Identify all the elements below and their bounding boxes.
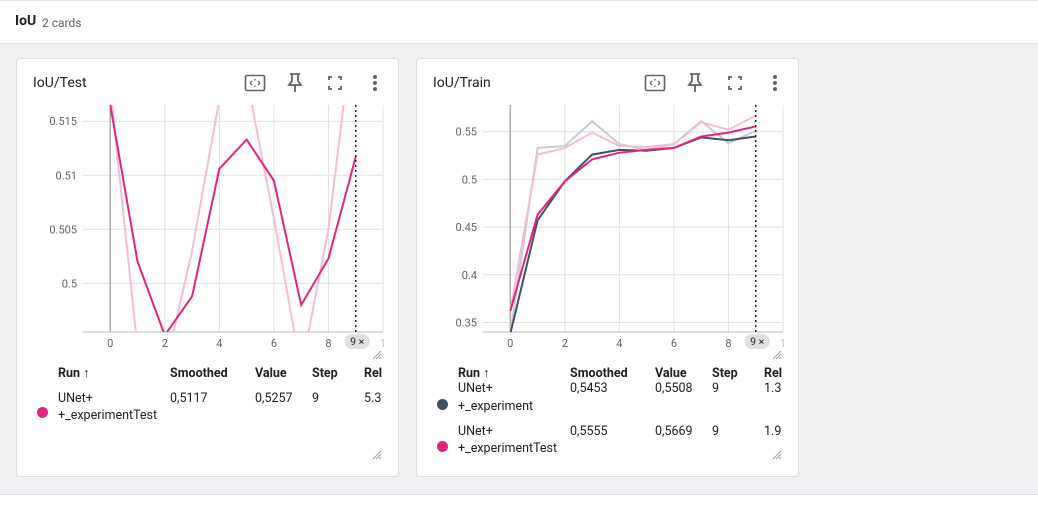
section-header[interactable]: IoU 2 cards (0, 0, 1038, 44)
fit-domain-button[interactable] (243, 71, 267, 95)
chart-card-iou-train: IoU/Train 0.35 0.4 0.45 0.5 0.55 0 2 4 6 8 1 9 × Ru… (416, 58, 799, 477)
x-tick-label: 8 (725, 337, 731, 350)
col-smoothed[interactable]: Smoothed (170, 366, 228, 381)
relative-time: 1.3 (764, 381, 782, 396)
col-smoothed[interactable]: Smoothed (570, 366, 628, 381)
run-name-line1: UNet+ (458, 424, 493, 439)
col-step[interactable]: Step (712, 366, 738, 381)
fullscreen-button[interactable] (723, 71, 747, 95)
step-badge (744, 334, 770, 349)
x-tick-label: 2 (562, 337, 568, 350)
card-title: IoU/Train (433, 75, 491, 91)
run-color-dot (37, 407, 48, 418)
col-value[interactable]: Value (255, 366, 287, 381)
y-tick-label: 0.4 (462, 269, 477, 282)
col-run[interactable]: Run ↑ (58, 366, 90, 381)
run-name-line2: +_experimentTest (458, 441, 558, 456)
more-options-button[interactable] (763, 71, 787, 95)
step-badge-label: 9 × (350, 335, 365, 348)
pin-button[interactable] (683, 71, 707, 95)
y-tick-label: 0.515 (49, 115, 77, 128)
run-color-dot (437, 399, 448, 410)
smoothed-value: 0,5453 (570, 381, 608, 396)
y-tick-label: 0.55 (456, 126, 477, 139)
smoothed-series-line (109, 105, 357, 332)
relative-time: 1.9 (764, 424, 782, 439)
raw-series-line (110, 105, 345, 332)
pin-icon (287, 73, 303, 92)
pin-icon (687, 73, 703, 92)
raw-value: 0,5257 (255, 391, 293, 406)
run-name-line1: UNet+ (458, 381, 493, 396)
x-tick-label: 0 (507, 337, 513, 350)
fullscreen-button[interactable] (323, 71, 347, 95)
x-tick-label: 2 (162, 337, 168, 350)
raw-value: 0,5669 (655, 424, 693, 439)
y-tick-label: 0.505 (49, 223, 77, 236)
fullscreen-icon (328, 76, 342, 90)
x-tick-label: 8 (325, 337, 331, 350)
resize-handle-icon[interactable] (772, 350, 782, 360)
resize-handle-icon[interactable] (372, 450, 382, 460)
more-vert-icon (373, 75, 377, 91)
smoothed-value: 0,5555 (570, 424, 608, 439)
x-tick-label: 6 (671, 337, 677, 350)
plot-area (109, 105, 357, 332)
card-count: 2 cards (42, 16, 82, 30)
more-vert-icon (773, 75, 777, 91)
x-tick-label: 1 (380, 337, 386, 350)
step-badge (344, 334, 370, 349)
line-chart[interactable]: 0.5 0.505 0.51 0.515 0 2 4 6 8 1 9 × (17, 59, 398, 359)
section-title: IoU (15, 13, 37, 29)
fullscreen-icon (728, 76, 742, 90)
chart-card-iou-test: IoU/Test 0.5 0.505 0.51 0.515 0 2 4 6 8 1 9 × Run … (16, 58, 399, 477)
col-run[interactable]: Run ↑ (458, 366, 490, 381)
step-badge-label: 9 × (750, 335, 765, 348)
col-step[interactable]: Step (312, 366, 338, 381)
run-color-dot (437, 441, 448, 452)
col-rel[interactable]: Rel (364, 366, 383, 381)
x-tick-label: 4 (616, 337, 622, 350)
y-tick-label: 0.5 (462, 173, 477, 186)
pin-button[interactable] (283, 71, 307, 95)
smoothed-value: 0,5117 (170, 391, 208, 406)
card-title: IoU/Test (33, 75, 87, 91)
run-name-line1: UNet+ (58, 391, 93, 406)
more-options-button[interactable] (363, 71, 387, 95)
y-tick-label: 0.51 (56, 169, 77, 182)
col-value[interactable]: Value (655, 366, 687, 381)
x-tick-label: 6 (271, 337, 277, 350)
fit-domain-button[interactable] (643, 71, 667, 95)
run-name-line2: +_experiment (458, 399, 534, 414)
step-value: 9 (712, 381, 720, 396)
step-value: 9 (712, 424, 720, 439)
run-name-line2: +_experimentTest (58, 408, 158, 423)
line-chart[interactable]: 0.35 0.4 0.45 0.5 0.55 0 2 4 6 8 1 9 × (417, 59, 798, 359)
x-tick-label: 1 (780, 337, 786, 350)
col-rel[interactable]: Rel (764, 366, 783, 381)
plot-area (509, 114, 757, 332)
x-tick-label: 4 (216, 337, 222, 350)
next-section-strip (0, 494, 1038, 512)
y-tick-label: 0.45 (456, 221, 477, 234)
fit-domain-icon (644, 74, 666, 92)
y-tick-label: 0.35 (456, 316, 477, 329)
relative-time: 5.3 (364, 391, 382, 406)
resize-handle-icon[interactable] (772, 450, 782, 460)
resize-handle-icon[interactable] (372, 350, 382, 360)
smoothed-series-line (509, 125, 756, 312)
fit-domain-icon (244, 74, 266, 92)
x-tick-label: 0 (107, 337, 113, 350)
raw-value: 0,5508 (655, 381, 693, 396)
step-value: 9 (312, 391, 320, 406)
y-tick-label: 0.5 (62, 277, 77, 290)
raw-series-line (509, 114, 757, 312)
smoothed-series-line (509, 135, 756, 332)
